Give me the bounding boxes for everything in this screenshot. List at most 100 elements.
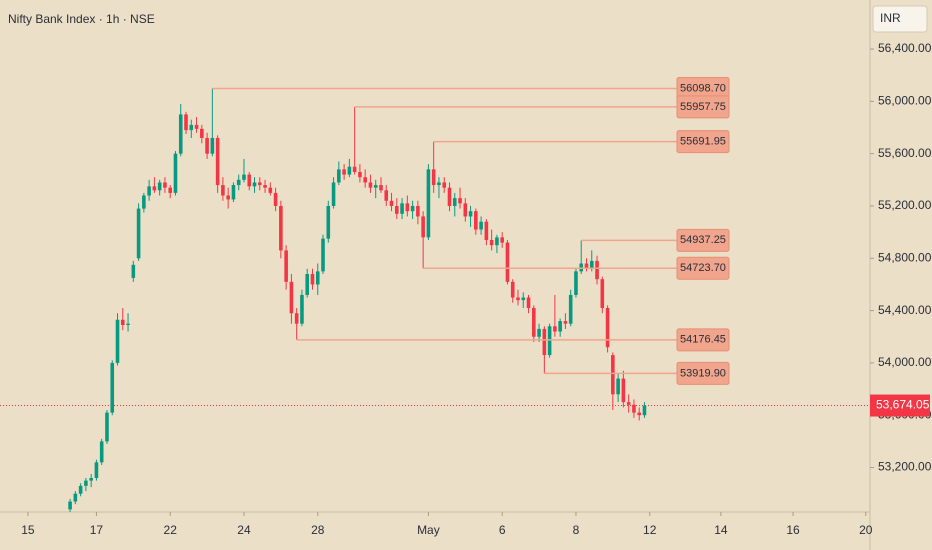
currency-box[interactable] (872, 5, 928, 33)
x-tick-label: 15 (21, 523, 35, 537)
candle-body (521, 297, 526, 301)
candle-body (315, 271, 320, 285)
level-label: 54723.70 (680, 262, 726, 274)
candle-body (326, 205, 331, 239)
candle-body (163, 182, 167, 188)
candle-body (205, 137, 209, 154)
x-tick-label: 17 (90, 523, 104, 537)
candle-body (89, 477, 93, 481)
candle-body (215, 137, 220, 186)
candle-body (589, 260, 594, 269)
x-tick-label: 22 (164, 523, 178, 537)
candle-body (105, 412, 109, 442)
x-tick-label: 12 (643, 523, 657, 537)
candle-body (84, 480, 88, 486)
candle-body (379, 185, 383, 191)
candle-body (231, 185, 236, 200)
y-tick-label: 54,400.00 (878, 303, 932, 317)
candle-body (289, 281, 294, 314)
candle-body (410, 205, 415, 212)
candle-body (489, 239, 494, 246)
x-tick-label: 24 (237, 523, 251, 537)
candle-body (200, 128, 204, 138)
candle-body (394, 205, 399, 214)
candle-body (368, 182, 373, 188)
candle-body (300, 294, 304, 324)
candle-body (537, 328, 541, 337)
candle-body (526, 297, 531, 308)
candle-body (305, 273, 310, 295)
currency[interactable]: INR (880, 11, 901, 25)
candle-body (236, 179, 241, 186)
candle-body (584, 263, 589, 269)
level-label-box (676, 95, 730, 119)
candle-body (252, 182, 257, 187)
candle-body (626, 402, 631, 405)
candle-body (263, 185, 267, 188)
candle-body (310, 273, 315, 285)
candle-body (136, 208, 141, 259)
candle-body (184, 114, 188, 131)
candle-body (147, 186, 151, 196)
y-tick-label: 56,000.00 (878, 94, 932, 108)
x-tick-label: 28 (311, 523, 325, 537)
x-tick-label: 14 (714, 523, 728, 537)
candle-body (389, 200, 394, 206)
candle-body (484, 221, 489, 240)
candle-body (605, 307, 610, 348)
candle-body (595, 260, 599, 280)
candle-body (152, 186, 157, 191)
candle-body (510, 281, 515, 298)
candle-body (373, 185, 378, 188)
level-label: 54937.25 (680, 234, 726, 246)
candle-body (178, 114, 183, 154)
candle-body (516, 297, 520, 301)
level-label-box (676, 328, 730, 352)
candle-body (632, 404, 636, 413)
candle-body (110, 362, 115, 413)
candle-body (337, 169, 341, 183)
candle-body (558, 321, 562, 332)
candle-body (431, 169, 436, 186)
level-label-box (676, 256, 730, 280)
candle-body (452, 198, 457, 206)
candle-body (542, 328, 547, 356)
candle-body (68, 501, 72, 510)
x-tick-label: 20 (859, 523, 873, 537)
candle-body (532, 307, 536, 337)
last-price-box (870, 394, 930, 417)
level-label: 53919.90 (680, 367, 726, 379)
candle-body (99, 441, 104, 463)
candle-body (189, 124, 194, 131)
candle-body (331, 182, 336, 206)
candle-body (468, 211, 473, 217)
candle-body (194, 124, 199, 129)
candle-body (547, 326, 552, 356)
candle-body (358, 171, 362, 178)
candle-body (273, 192, 278, 206)
x-tick-label: 16 (786, 523, 800, 537)
candle-body (242, 174, 246, 180)
y-tick-label: 55,600.00 (878, 146, 932, 160)
candle-body (131, 264, 136, 278)
candle-body (284, 250, 288, 282)
candle-body (279, 205, 283, 251)
candle-body (352, 166, 357, 172)
level-label: 56098.70 (680, 82, 726, 94)
candle-body (168, 187, 173, 193)
candle-body (574, 271, 578, 295)
level-label: 55691.95 (680, 136, 726, 148)
candle-body (421, 216, 425, 238)
candle-body (426, 169, 431, 238)
candle-body (474, 211, 478, 230)
candle-body (120, 319, 125, 325)
candle-body (416, 205, 420, 217)
x-tick-label: 8 (573, 523, 580, 537)
candle-body (479, 221, 483, 230)
candle-body (600, 279, 605, 308)
candle-body (611, 355, 615, 395)
candle-body (78, 485, 83, 494)
level-label-box (676, 228, 730, 252)
candle-body (173, 153, 178, 193)
